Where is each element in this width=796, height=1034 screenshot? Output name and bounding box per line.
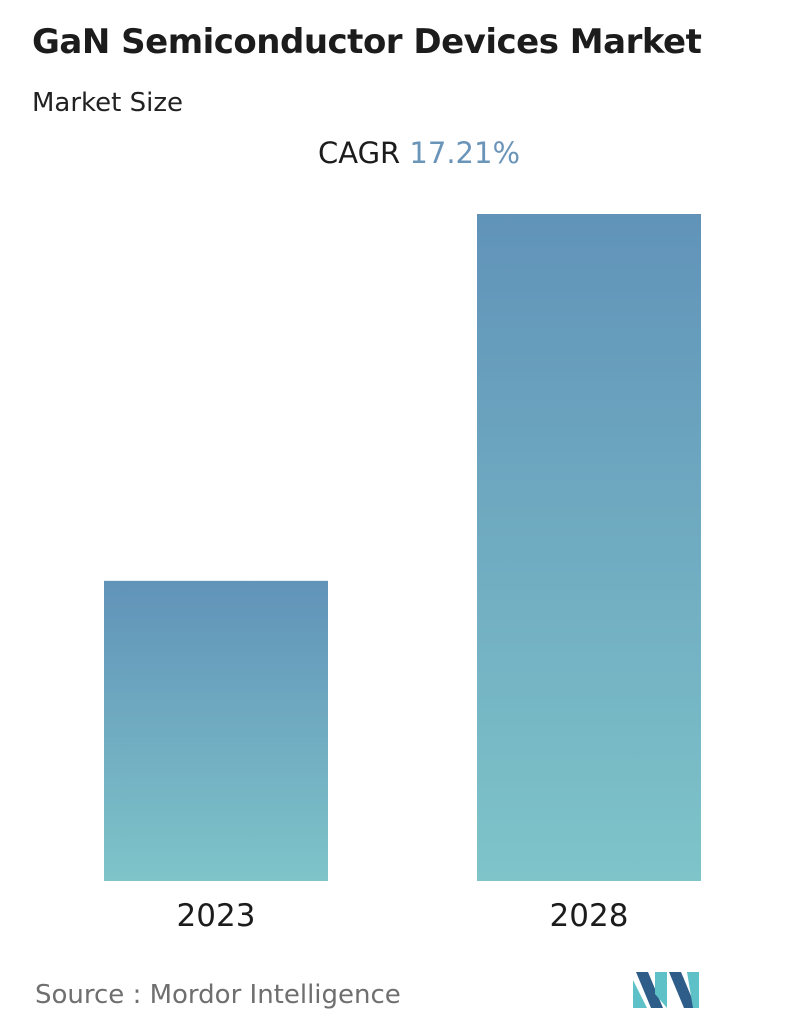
- bar-chart: 2023 2028: [104, 214, 701, 934]
- bar-2023: [104, 580, 328, 881]
- source-text: Source : Mordor Intelligence: [35, 980, 401, 1010]
- chart-subtitle: Market Size: [32, 88, 184, 118]
- chart-title: GaN Semiconductor Devices Market: [32, 22, 702, 62]
- x-tick-labels: 2023 2028: [177, 898, 629, 934]
- x-tick-label-2028: 2028: [550, 898, 629, 934]
- cagr-annotation: CAGR 17.21%: [0, 136, 796, 170]
- bars-group: [104, 214, 701, 881]
- cagr-label: CAGR: [318, 136, 401, 170]
- cagr-value: 17.21%: [409, 136, 520, 170]
- x-tick-label-2023: 2023: [177, 898, 256, 934]
- mordor-intelligence-logo: [633, 972, 699, 1008]
- bar-2028: [477, 214, 701, 881]
